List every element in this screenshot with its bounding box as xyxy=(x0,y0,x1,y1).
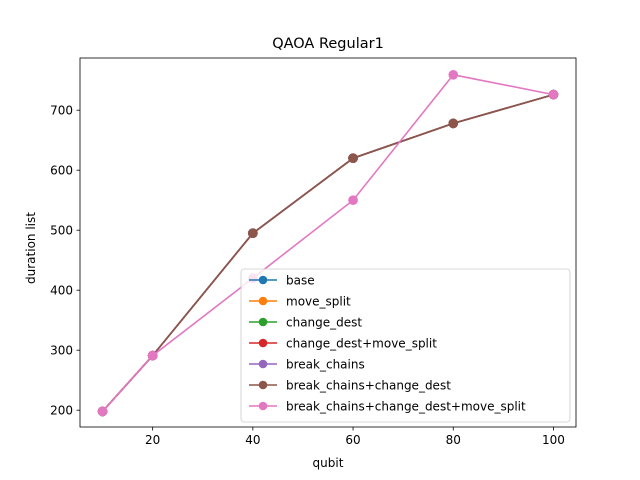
legend-marker xyxy=(258,296,268,306)
data-point xyxy=(147,350,158,361)
legend-entry: break_chains xyxy=(249,357,365,371)
x-axis-label: qubit xyxy=(313,456,344,470)
y-tick-label: 700 xyxy=(50,103,73,117)
x-tick-label: 60 xyxy=(345,433,360,447)
legend-box xyxy=(240,268,571,423)
y-tick-label: 500 xyxy=(50,223,73,237)
legend-label: break_chains+change_dest xyxy=(286,378,451,392)
legend-label: move_split xyxy=(286,294,351,308)
chart-title: QAOA Regular1 xyxy=(272,36,384,52)
y-tick-label: 200 xyxy=(50,403,73,417)
legend-entry: change_dest xyxy=(249,315,362,329)
data-point xyxy=(448,118,459,129)
y-tick-label: 600 xyxy=(50,163,73,177)
legend-label: break_chains+change_dest+move_split xyxy=(286,399,526,413)
legend-entry: change_dest+move_split xyxy=(249,336,437,350)
legend: base move_split change_dest change_dest+mov… xyxy=(240,268,571,423)
legend-label: change_dest+move_split xyxy=(286,336,437,350)
legend-entry: base xyxy=(249,273,315,287)
axes-frame xyxy=(79,57,577,428)
legend-entry: break_chains+change_dest+move_split xyxy=(249,399,526,413)
legend-marker xyxy=(258,359,268,369)
data-point xyxy=(548,89,559,100)
data-point xyxy=(348,153,358,163)
legend-label: change_dest xyxy=(286,315,362,329)
y-tick-label: 300 xyxy=(50,343,73,357)
data-point xyxy=(448,70,459,80)
legend-marker xyxy=(258,380,268,390)
data-point xyxy=(348,195,358,205)
legend-label: break_chains xyxy=(286,357,365,371)
x-tick-label: 80 xyxy=(446,433,461,447)
legend-marker xyxy=(258,275,268,285)
legend-entry: move_split xyxy=(249,294,351,308)
x-tick-label: 40 xyxy=(245,433,260,447)
legend-marker xyxy=(258,338,268,348)
y-axis-label: duration list xyxy=(24,212,38,284)
legend-marker xyxy=(258,401,268,411)
y-tick-label: 400 xyxy=(50,283,73,297)
legend-entry: break_chains+change_dest xyxy=(249,378,451,392)
series-line xyxy=(101,73,554,412)
plot-area: 20 40 60 80 100 200 300 400 500 600 700 xyxy=(50,57,577,447)
x-tick-label: 20 xyxy=(145,433,160,447)
legend-label: base xyxy=(286,273,315,287)
series-break_chains+change_dest+move_split xyxy=(97,70,559,417)
legend-marker xyxy=(258,317,268,327)
data-point xyxy=(97,406,108,417)
x-tick-label: 100 xyxy=(542,433,565,447)
data-point xyxy=(248,228,258,238)
